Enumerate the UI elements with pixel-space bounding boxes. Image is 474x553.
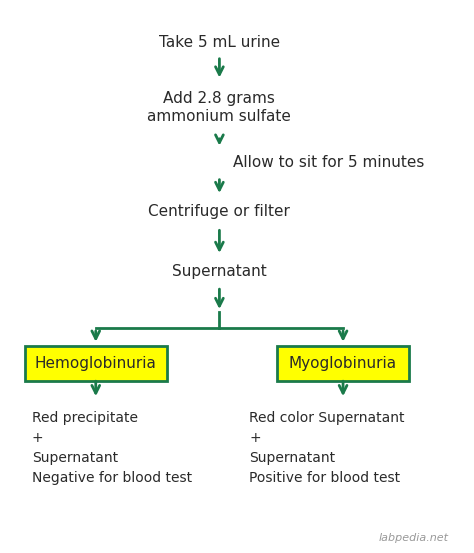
Text: Red precipitate
+
Supernatant
Negative for blood test: Red precipitate + Supernatant Negative f… (32, 411, 192, 485)
FancyBboxPatch shape (277, 346, 410, 382)
Text: Take 5 mL urine: Take 5 mL urine (159, 35, 280, 50)
Text: Allow to sit for 5 minutes: Allow to sit for 5 minutes (233, 155, 425, 170)
Text: Centrifuge or filter: Centrifuge or filter (148, 204, 291, 218)
Text: Red color Supernatant
+
Supernatant
Positive for blood test: Red color Supernatant + Supernatant Posi… (249, 411, 405, 485)
Text: Myoglobinuria: Myoglobinuria (289, 356, 397, 371)
Text: Supernatant: Supernatant (172, 264, 267, 279)
Text: Hemoglobinuria: Hemoglobinuria (35, 356, 157, 371)
Text: labpedia.net: labpedia.net (378, 534, 448, 544)
FancyBboxPatch shape (25, 346, 167, 382)
Text: Add 2.8 grams
ammonium sulfate: Add 2.8 grams ammonium sulfate (147, 91, 292, 124)
